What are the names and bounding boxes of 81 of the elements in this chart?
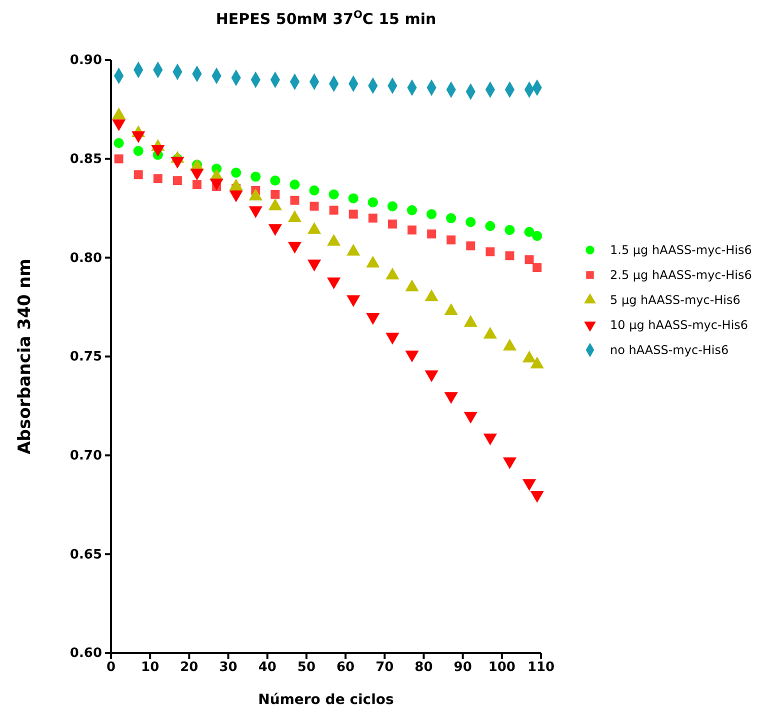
- point: [310, 202, 319, 211]
- y-tick-label: 0.65: [70, 547, 102, 562]
- point: [231, 168, 242, 178]
- x-tick-label: 50: [297, 660, 316, 676]
- point: [522, 479, 536, 491]
- point: [485, 221, 496, 232]
- point: [406, 205, 418, 216]
- point: [307, 260, 322, 272]
- y-tick-label: 0.85: [70, 152, 102, 167]
- point: [192, 180, 202, 189]
- point: [405, 350, 419, 362]
- point: [270, 176, 280, 186]
- x-tick-label: 80: [414, 660, 433, 676]
- point: [114, 154, 124, 164]
- point: [524, 226, 534, 238]
- point: [446, 235, 456, 244]
- x-tick-label: 60: [336, 660, 355, 676]
- x-tick-label: 90: [454, 660, 472, 676]
- point: [309, 185, 320, 196]
- y-tick-label: 0.80: [70, 250, 102, 266]
- point: [268, 224, 282, 236]
- point: [250, 172, 261, 182]
- x-axis-title: Número de ciclos: [258, 692, 394, 708]
- point: [290, 196, 300, 205]
- y-tick-label: 0.75: [70, 350, 102, 365]
- legend-label: no hAASS-myc-His6: [610, 343, 729, 357]
- x-tick-label: 70: [376, 660, 394, 676]
- point: [327, 277, 341, 290]
- point: [466, 217, 476, 228]
- y-axis-title: Absorbancia 340 nm: [15, 258, 35, 454]
- point: [368, 197, 378, 208]
- point: [505, 251, 514, 260]
- point: [270, 190, 280, 199]
- point: [368, 214, 378, 223]
- point: [504, 224, 515, 236]
- point: [346, 295, 360, 308]
- x-tick-label: 20: [180, 660, 198, 676]
- point: [486, 247, 495, 256]
- legend-label: 2.5 µg hAASS-myc-His6: [610, 268, 752, 282]
- point: [426, 209, 437, 220]
- point: [114, 138, 124, 148]
- legend-label: 1.5 µg hAASS-myc-His6: [610, 243, 752, 257]
- x-tick-label: 40: [258, 660, 276, 676]
- point: [408, 226, 416, 234]
- legend-label: 10 µg hAASS-myc-His6: [610, 318, 748, 332]
- point: [427, 229, 436, 238]
- point: [446, 213, 456, 224]
- y-tick-label: 0.90: [70, 53, 102, 68]
- point: [386, 332, 400, 345]
- x-tick-label: 100: [488, 660, 516, 676]
- point: [388, 220, 397, 229]
- point: [328, 189, 339, 200]
- point: [348, 210, 358, 219]
- point: [288, 242, 302, 254]
- point: [466, 241, 476, 250]
- point: [153, 174, 162, 184]
- point: [290, 179, 300, 190]
- point: [133, 146, 144, 156]
- point: [464, 412, 478, 424]
- y-tick-label: 0.60: [70, 646, 102, 662]
- point: [502, 457, 517, 470]
- chart-title: HEPES 50mM 37$^{O}$C 15 min: [216, 9, 436, 28]
- x-tick-label: 0: [106, 660, 116, 676]
- y-tick-label: 0.70: [70, 448, 102, 464]
- point: [134, 170, 143, 180]
- point: [444, 392, 458, 404]
- point: [424, 370, 438, 382]
- legend-label: 5 µg hAASS-myc-His6: [610, 293, 740, 307]
- x-tick-label: 110: [527, 660, 555, 676]
- point: [483, 434, 497, 446]
- point: [532, 263, 542, 272]
- point: [366, 313, 380, 325]
- point: [524, 255, 534, 264]
- point: [172, 176, 182, 186]
- x-tick-label: 10: [141, 660, 160, 676]
- point: [329, 206, 338, 215]
- point: [530, 490, 544, 503]
- point: [387, 201, 398, 212]
- point: [532, 230, 542, 241]
- point: [348, 193, 358, 204]
- x-tick-label: 30: [219, 660, 238, 676]
